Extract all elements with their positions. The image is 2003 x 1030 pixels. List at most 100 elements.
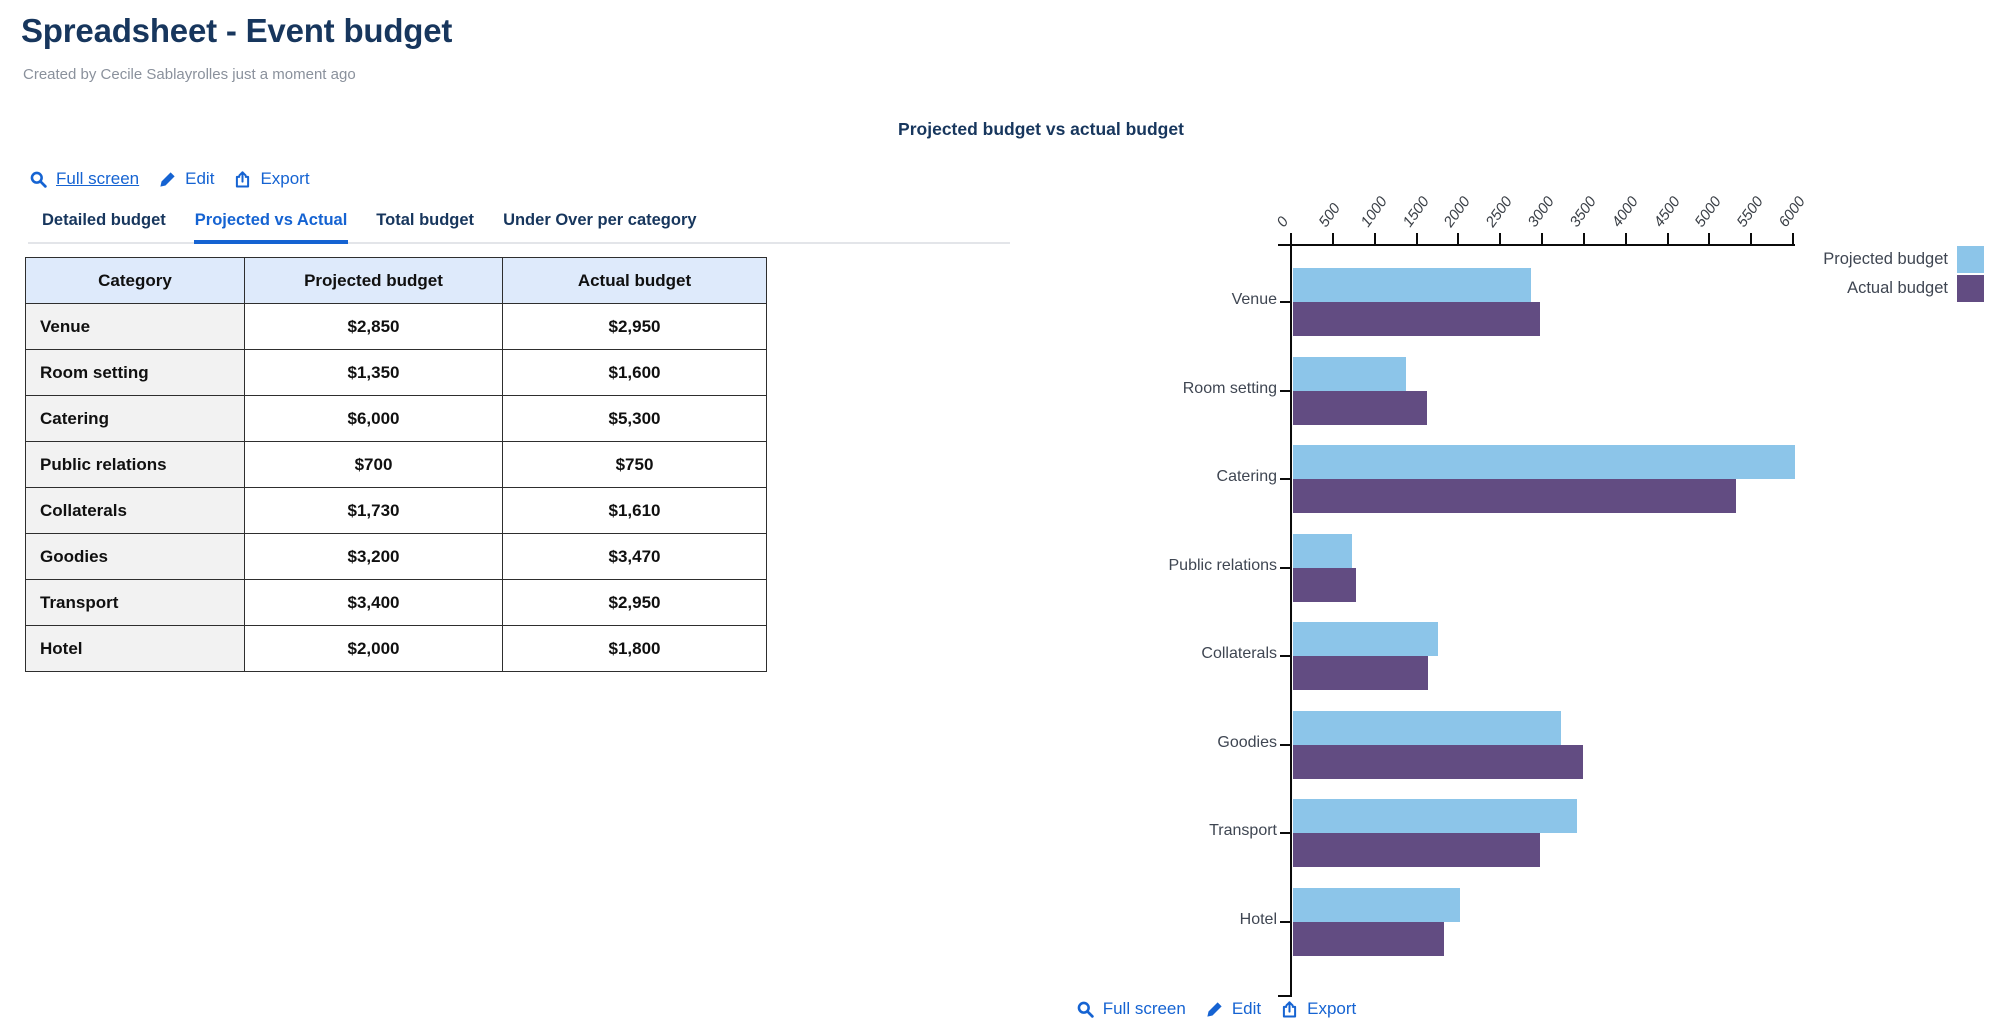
category-tick <box>1280 832 1291 835</box>
bar-projected-public-relations <box>1293 533 1352 568</box>
category-tick <box>1280 920 1291 923</box>
projected-cell: $1,350 <box>244 349 503 396</box>
category-tick <box>1280 566 1291 569</box>
x-tick <box>1582 233 1585 245</box>
pencil-icon <box>1207 1001 1222 1017</box>
projected-cell: $3,200 <box>244 533 503 580</box>
x-tick-label: 0 <box>1273 213 1293 231</box>
table-row: Catering $6,000 $5,300 <box>25 395 767 442</box>
table-row: Transport $3,400 $2,950 <box>25 579 767 626</box>
legend-swatch <box>1957 246 1984 273</box>
category-cell: Collaterals <box>25 487 245 534</box>
edit-button[interactable]: Edit <box>1205 999 1261 1019</box>
export-label: Export <box>260 169 310 188</box>
column-header-actual-budget: Actual budget <box>502 257 767 304</box>
x-tick <box>1457 233 1460 245</box>
bar-actual-hotel <box>1293 921 1444 956</box>
category-tick <box>1280 655 1291 658</box>
tab-total-budget[interactable]: Total budget <box>376 211 475 229</box>
bar-actual-collaterals <box>1293 656 1428 691</box>
projected-cell: $2,850 <box>244 303 503 350</box>
bar-actual-catering <box>1293 479 1737 514</box>
x-tick <box>1290 233 1292 245</box>
x-tick <box>1708 233 1711 245</box>
category-label-public-relations: Public relations <box>1168 556 1278 574</box>
legend-entry-projected-budget: Projected budget <box>1823 246 1984 273</box>
bar-projected-venue <box>1293 268 1532 302</box>
category-label-hotel: Hotel <box>1239 910 1277 928</box>
x-tick <box>1792 233 1794 245</box>
search-icon <box>30 171 47 188</box>
table-row: Venue $2,850 $2,950 <box>25 303 767 350</box>
bar-actual-goodies <box>1293 744 1584 779</box>
full-screen-label: Full screen <box>56 169 140 188</box>
table-body: Venue $2,850 $2,950 Room setting $1,350 $1,60… <box>25 303 767 672</box>
full-screen-button[interactable]: Full screen <box>29 169 139 189</box>
bar-actual-venue <box>1293 302 1540 336</box>
x-tick-label: 1500 <box>1398 193 1433 231</box>
bar-projected-collaterals <box>1293 622 1438 657</box>
table-row: Goodies $3,200 $3,470 <box>25 533 767 580</box>
x-tick <box>1750 233 1753 245</box>
x-tick-label: 2500 <box>1482 193 1516 231</box>
category-cell: Catering <box>25 395 245 442</box>
tab-bar: Detailed budget Projected vs Actual Total … <box>28 205 1010 244</box>
legend-swatch <box>1957 275 1984 302</box>
projected-cell: $700 <box>244 441 503 488</box>
column-header-projected-budget: Projected budget <box>244 257 503 304</box>
export-button[interactable]: Export <box>233 169 310 189</box>
table-head: Category Projected budget Actual budget <box>25 257 767 304</box>
x-tick <box>1373 233 1376 245</box>
page-title: Spreadsheet - Event budget <box>21 12 453 49</box>
x-tick-label: 3500 <box>1566 193 1600 231</box>
category-cell: Goodies <box>25 533 245 580</box>
x-tick <box>1666 233 1669 245</box>
x-tick-label: 3000 <box>1524 193 1558 231</box>
edit-label: Edit <box>185 169 215 188</box>
bar-actual-transport <box>1293 833 1540 868</box>
bar-projected-room-setting <box>1293 356 1406 391</box>
x-tick-label: 500 <box>1315 200 1344 231</box>
full-screen-button[interactable]: Full screen <box>1076 999 1186 1019</box>
axis-bottom-end-tick <box>1278 995 1291 997</box>
bar-projected-transport <box>1293 799 1578 834</box>
actual-cell: $1,600 <box>502 349 767 396</box>
category-cell: Transport <box>25 579 245 626</box>
x-tick-label: 4000 <box>1608 193 1642 231</box>
export-button[interactable]: Export <box>1280 999 1356 1019</box>
projected-cell: $6,000 <box>244 395 503 442</box>
page-subtitle: Created by Cecile Sablayrolles just a mo… <box>23 66 356 83</box>
export-label: Export <box>1307 999 1357 1018</box>
edit-label: Edit <box>1231 999 1262 1018</box>
tab-detailed-budget[interactable]: Detailed budget <box>42 211 166 229</box>
x-tick-label: 4500 <box>1649 193 1684 231</box>
x-tick-label: 6000 <box>1775 193 1809 231</box>
export-icon <box>1283 1000 1297 1018</box>
x-tick <box>1499 233 1502 245</box>
column-header-category: Category <box>25 257 245 304</box>
chart-toolbar-top: Full screen Edit Export <box>29 169 310 189</box>
projected-cell: $3,400 <box>244 579 503 626</box>
category-label-venue: Venue <box>1231 291 1277 308</box>
actual-cell: $750 <box>502 441 767 488</box>
actual-cell: $5,300 <box>502 395 767 442</box>
category-label-room-setting: Room setting <box>1182 379 1277 397</box>
table-row: Hotel $2,000 $1,800 <box>25 625 767 672</box>
export-icon <box>236 170 250 188</box>
category-label-catering: Catering <box>1216 468 1277 486</box>
category-tick <box>1280 743 1291 746</box>
tab-projected-vs-actual[interactable]: Projected vs Actual <box>193 205 349 244</box>
category-label-collaterals: Collaterals <box>1201 645 1277 663</box>
x-axis-line <box>1291 244 1795 246</box>
actual-cell: $1,800 <box>502 625 767 672</box>
edit-button[interactable]: Edit <box>158 169 214 189</box>
pencil-icon <box>160 171 175 187</box>
category-cell: Venue <box>25 303 245 350</box>
table-row: Collaterals $1,730 $1,610 <box>25 487 767 534</box>
x-tick-label: 1000 <box>1357 193 1391 231</box>
bar-actual-room-setting <box>1293 390 1427 425</box>
x-tick <box>1624 233 1627 245</box>
category-tick <box>1280 389 1291 392</box>
tab-under-over-per-category[interactable]: Under Over per category <box>503 211 697 229</box>
